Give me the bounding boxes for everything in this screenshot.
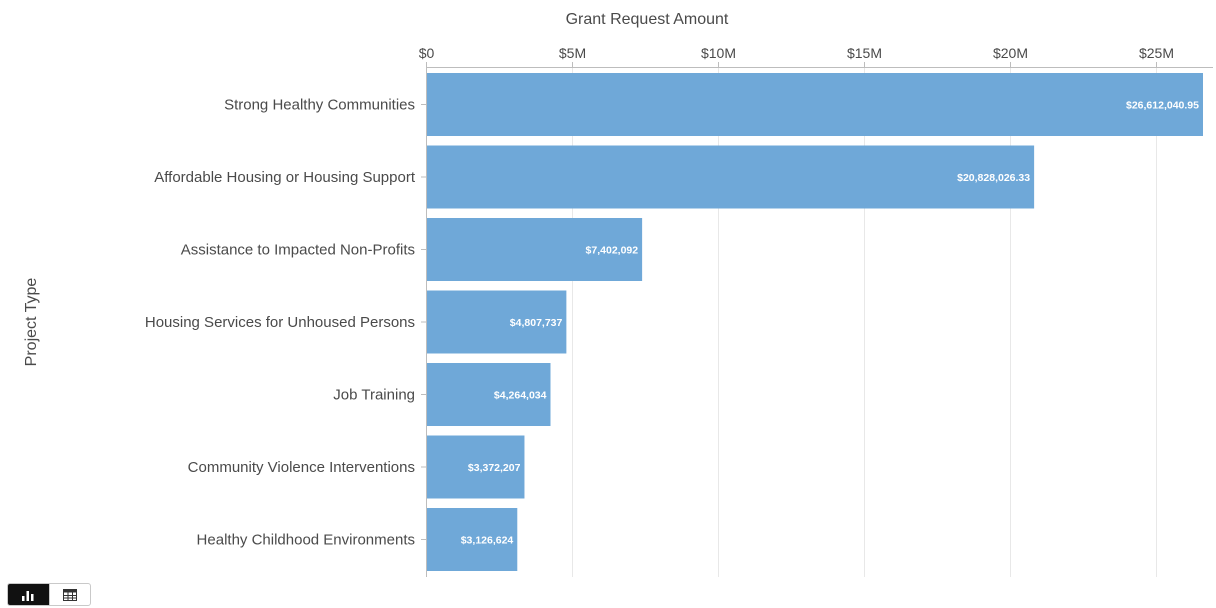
bar <box>427 363 551 426</box>
bar <box>427 290 567 354</box>
grid-layer <box>572 67 1157 577</box>
data-label: $4,264,034 <box>494 390 547 402</box>
bar <box>427 145 1035 209</box>
bar <box>427 508 518 571</box>
x-tick-label: $25M <box>1139 45 1174 61</box>
bar <box>427 218 643 281</box>
bar-chart: $26,612,040.95 $20,828,026.33 $7,402,092 $4… <box>23 11 1213 577</box>
x-tick-label: $5M <box>559 45 586 61</box>
x-tick-label: $0 <box>419 45 435 61</box>
x-tick-label: $20M <box>993 45 1028 61</box>
chart-svg: $26,612,040.95 $20,828,026.33 $7,402,092 $4… <box>23 11 1213 577</box>
view-toggle <box>7 583 91 606</box>
y-tick-label: Community Violence Interventions <box>188 459 415 476</box>
bar <box>427 73 1203 136</box>
y-axis-title: Project Type <box>23 278 40 367</box>
data-label: $7,402,092 <box>586 245 639 257</box>
y-tick-label: Strong Healthy Communities <box>224 97 415 114</box>
chart-view-button[interactable] <box>8 584 49 605</box>
y-tick-label: Assistance to Impacted Non-Profits <box>181 242 415 259</box>
data-label: $4,807,737 <box>510 317 563 329</box>
data-label: $3,372,207 <box>468 462 521 474</box>
axis-layer: $0 $5M $10M $15M $20M $25M Strong Healthy Comm… <box>145 45 1213 577</box>
y-tick-label: Job Training <box>333 387 415 404</box>
x-axis-title: Grant Request Amount <box>566 11 729 28</box>
data-label: $3,126,624 <box>461 535 514 547</box>
x-tick-label: $15M <box>847 45 882 61</box>
x-tick-label: $10M <box>701 45 736 61</box>
data-label: $20,828,026.33 <box>957 172 1030 184</box>
table-grid-icon <box>62 588 77 601</box>
bar-chart-icon <box>22 590 34 601</box>
y-tick-label: Housing Services for Unhoused Persons <box>145 314 415 331</box>
data-label: $26,612,040.95 <box>1126 100 1199 112</box>
bar-layer: $26,612,040.95 $20,828,026.33 $7,402,092 $4… <box>427 73 1203 571</box>
y-tick-label: Affordable Housing or Housing Support <box>154 169 416 186</box>
bar <box>427 435 525 499</box>
table-view-button[interactable] <box>48 584 90 605</box>
y-tick-label: Healthy Childhood Environments <box>197 532 415 549</box>
